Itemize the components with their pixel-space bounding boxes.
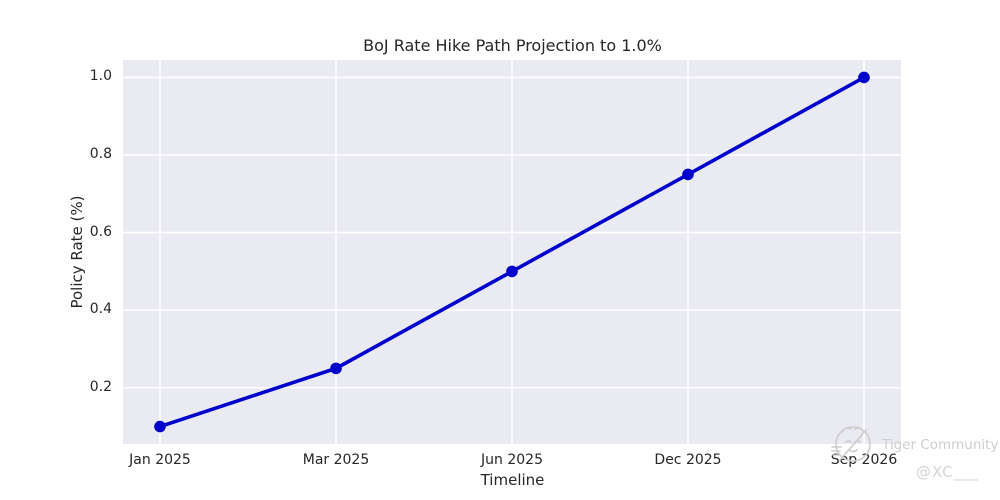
x-tick-label: Dec 2025: [654, 452, 722, 468]
y-tick-label: 0.8: [89, 146, 112, 163]
y-axis-label: Policy Rate (%): [68, 195, 86, 309]
x-tick-label: Mar 2025: [302, 452, 370, 468]
y-tick-label: 0.2: [89, 378, 112, 395]
x-axis-label: Timeline: [480, 471, 545, 489]
x-tick-label: Jun 2025: [481, 452, 543, 468]
x-tick-label: Sep 2026: [830, 452, 898, 468]
chart-title: BoJ Rate Hike Path Projection to 1.0%: [363, 36, 662, 55]
y-tick-label: 1.0: [89, 68, 112, 85]
y-tick-label: 0.4: [89, 301, 112, 318]
x-tick-label: Jan 2025: [129, 452, 191, 468]
y-tick-label: 0.6: [89, 223, 112, 240]
